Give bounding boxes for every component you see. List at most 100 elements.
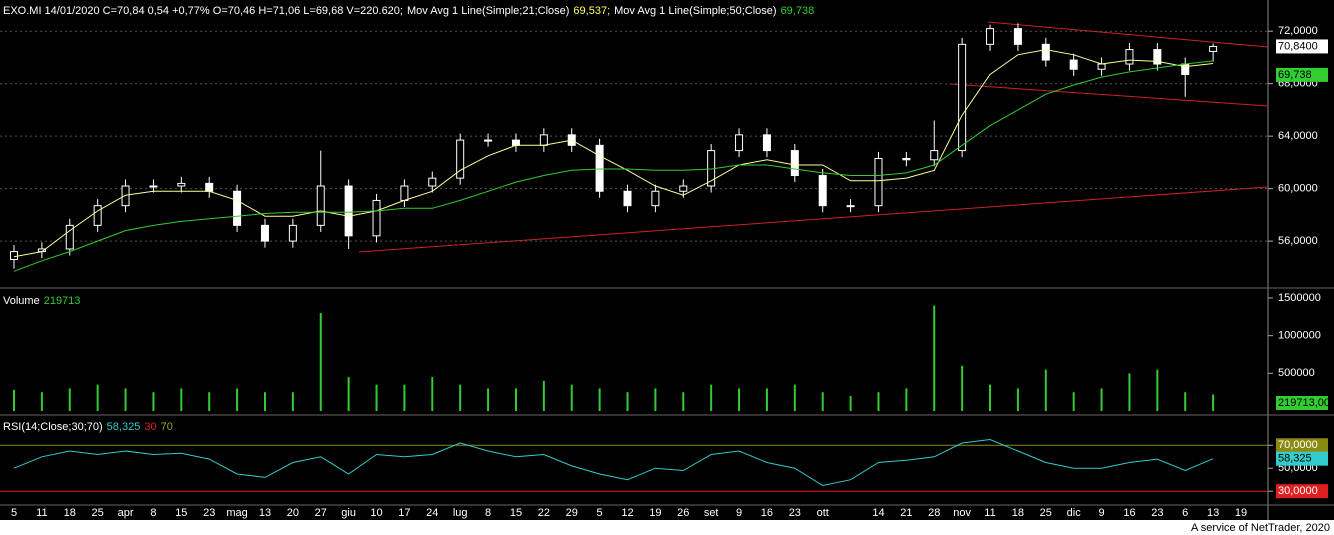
candle-body (260, 224, 269, 242)
x-tick-label: 5 (597, 507, 603, 519)
candle-body (790, 150, 799, 177)
volume-bar (821, 392, 824, 411)
y-tick-label: 60,0000 (1278, 183, 1318, 195)
value-box (1276, 451, 1328, 466)
volume-bar (849, 395, 852, 411)
candle-body (930, 150, 939, 161)
candle-body (288, 224, 297, 242)
line-series (13, 60, 1214, 272)
candle-body (400, 185, 409, 201)
x-tick-label: 24 (426, 507, 438, 519)
value-box (1276, 67, 1328, 82)
candle-body (205, 182, 214, 192)
volume-bar (933, 305, 936, 411)
volume-bar (654, 388, 657, 411)
volume-bar (459, 384, 462, 411)
volume-bar (1128, 373, 1131, 411)
trend-line (987, 21, 1269, 48)
value-box (1276, 396, 1328, 410)
y-tick-label: 72,0000 (1278, 25, 1318, 37)
x-tick-label: 14 (872, 507, 884, 519)
x-tick-label: 13 (1207, 507, 1219, 519)
candle-body (651, 190, 660, 207)
volume-bar (319, 313, 322, 411)
x-tick-label: 23 (789, 507, 801, 519)
volume-header: Volume 219713 (3, 295, 80, 307)
candle-body (874, 157, 883, 207)
candle-body (1013, 28, 1022, 45)
candle-body (65, 224, 74, 250)
candle-body (735, 134, 744, 152)
volume-bar (793, 384, 796, 411)
volume-bar (180, 388, 183, 411)
candle-body (818, 175, 827, 207)
value-box-label: 58,325 (1278, 453, 1312, 465)
x-tick-label: 25 (92, 507, 104, 519)
ma-name: Mov Avg 1 Line(Simple;21;Close) (407, 5, 569, 17)
volume-bar (1156, 369, 1159, 411)
volume-bar (626, 392, 629, 411)
x-tick-label: 12 (621, 507, 633, 519)
ma-name: Mov Avg 1 Line(Simple;50;Close) (614, 5, 776, 17)
volume-bar (347, 377, 350, 411)
volume-bar (40, 392, 43, 411)
rsi-level: 70 (161, 421, 173, 433)
x-tick-label: 6 (1182, 507, 1188, 519)
volume-bar (1212, 394, 1215, 411)
x-tick-label: 8 (485, 507, 491, 519)
volume-bar (236, 388, 239, 411)
volume-bar (877, 392, 880, 411)
candle-body (902, 157, 911, 161)
x-tick-label: 13 (259, 507, 271, 519)
volume-bar (682, 392, 685, 411)
x-tick-label: 18 (1012, 507, 1024, 519)
volume-bar (598, 388, 601, 411)
line-series (13, 438, 1214, 487)
candle-body (1181, 63, 1190, 76)
candle-body (344, 185, 353, 237)
candle-body (372, 199, 381, 237)
x-tick-label: 25 (1040, 507, 1052, 519)
trend-line (949, 83, 1269, 107)
volume-bar (13, 389, 15, 411)
candle-body (595, 144, 604, 192)
volume-bar (570, 384, 573, 411)
candle-body (511, 139, 520, 146)
volume-bar (1100, 388, 1103, 411)
candle-body (93, 205, 102, 226)
y-tick-label: 70,0000 (1278, 439, 1318, 451)
x-tick-label: 16 (1123, 507, 1135, 519)
volume-bar (431, 377, 434, 411)
x-tick-label: apr (118, 507, 134, 519)
volume-bar (542, 380, 545, 411)
volume-bar (124, 388, 127, 411)
x-tick-label: 5 (11, 507, 17, 519)
rsi-header: RSI(14;Close;30;70) 58,325 30 70 (3, 421, 173, 433)
x-tick-label: 10 (370, 507, 382, 519)
volume-bar (403, 384, 406, 411)
rsi-level: 30 (144, 421, 156, 433)
value-box (1276, 39, 1328, 54)
y-tick-label: 1500000 (1278, 292, 1321, 304)
line-series (13, 49, 1214, 258)
volume-bar (96, 384, 99, 411)
volume-bar (765, 388, 768, 411)
value-box-label: 219713,00 (1278, 397, 1330, 409)
volume-bar (905, 388, 908, 411)
candle-body (10, 251, 18, 260)
volume-bar (291, 392, 294, 411)
footer-bar (0, 520, 1334, 535)
background (0, 0, 1334, 520)
volume-bar (375, 384, 378, 411)
volume-bar (487, 388, 490, 411)
x-tick-label: 15 (175, 507, 187, 519)
volume-value: 219713 (44, 295, 81, 307)
candle-body (149, 185, 158, 188)
x-tick-label: 18 (64, 507, 76, 519)
x-tick-label: 28 (928, 507, 940, 519)
x-tick-label: 17 (398, 507, 410, 519)
candle-body (1125, 49, 1134, 65)
rsi-title: RSI(14;Close;30;70) (3, 421, 103, 433)
y-tick-label: 30,0000 (1278, 485, 1318, 497)
